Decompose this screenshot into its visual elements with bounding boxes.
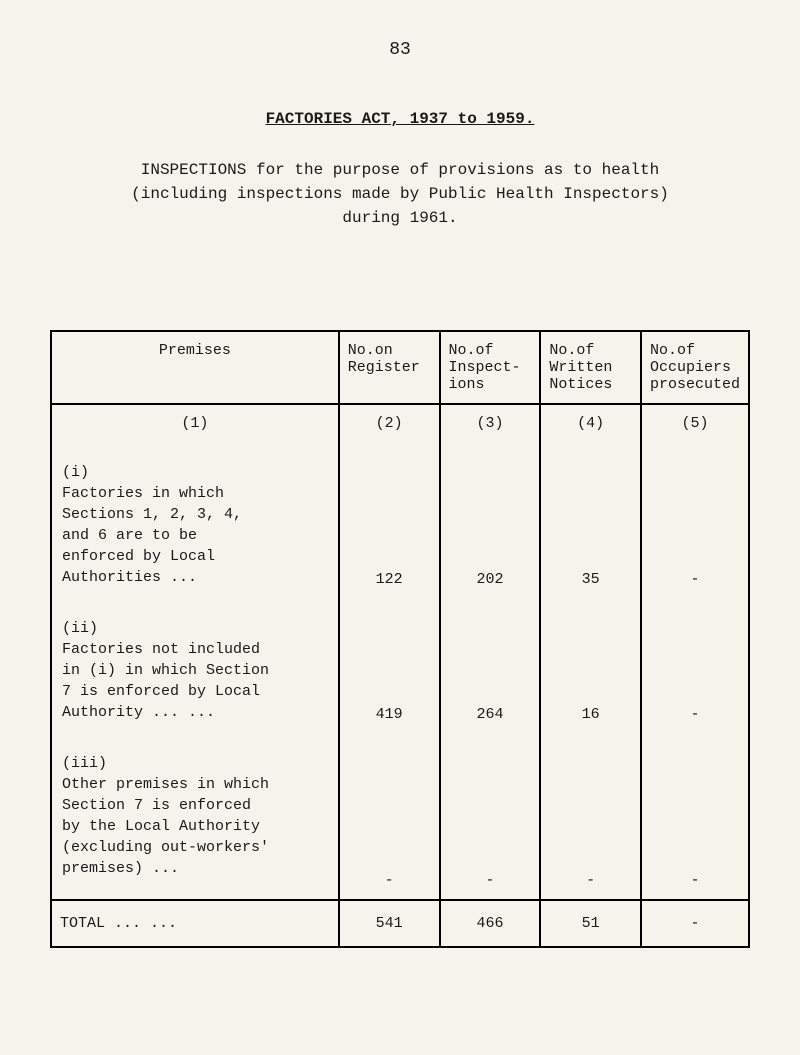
- value-notices: -: [540, 733, 641, 900]
- inspections-table: Premises No.on Register No.of Inspect-io…: [50, 330, 750, 948]
- row-marker: (ii): [62, 618, 112, 639]
- value-inspections: 264: [440, 598, 541, 733]
- row-text: Factories in which Sections 1, 2, 3, 4, …: [62, 483, 275, 588]
- table-header-row: Premises No.on Register No.of Inspect-io…: [51, 331, 749, 404]
- total-prosecuted: -: [641, 900, 749, 947]
- premises-cell: (iii) Other premises in which Section 7 …: [51, 733, 339, 900]
- row-marker: (iii): [62, 753, 112, 774]
- document-page: 83 FACTORIES ACT, 1937 to 1959. INSPECTI…: [0, 0, 800, 988]
- document-title: FACTORIES ACT, 1937 to 1959.: [50, 110, 750, 128]
- total-row: TOTAL ... ... 541 466 51 -: [51, 900, 749, 947]
- col-num-5: (5): [641, 404, 749, 452]
- header-prosecuted: No.of Occupiers prosecuted: [641, 331, 749, 404]
- subtitle-line-3: during 1961.: [342, 209, 457, 227]
- value-prosecuted: -: [641, 733, 749, 900]
- column-number-row: (1) (2) (3) (4) (5): [51, 404, 749, 452]
- total-notices: 51: [540, 900, 641, 947]
- value-prosecuted: -: [641, 452, 749, 598]
- premises-cell: (ii) Factories not included in (i) in wh…: [51, 598, 339, 733]
- row-text: Other premises in which Section 7 is enf…: [62, 774, 275, 879]
- subtitle-line-2: (including inspections made by Public He…: [131, 185, 669, 203]
- table-row: (i) Factories in which Sections 1, 2, 3,…: [51, 452, 749, 598]
- total-label: TOTAL ... ...: [51, 900, 339, 947]
- col-num-2: (2): [339, 404, 440, 452]
- header-inspections: No.of Inspect-ions: [440, 331, 541, 404]
- page-number: 83: [50, 40, 750, 60]
- document-subtitle: INSPECTIONS for the purpose of provision…: [50, 158, 750, 230]
- value-notices: 35: [540, 452, 641, 598]
- value-register: -: [339, 733, 440, 900]
- value-inspections: -: [440, 733, 541, 900]
- value-notices: 16: [540, 598, 641, 733]
- col-num-3: (3): [440, 404, 541, 452]
- total-register: 541: [339, 900, 440, 947]
- header-notices: No.of Written Notices: [540, 331, 641, 404]
- col-num-1: (1): [51, 404, 339, 452]
- table-row: (iii) Other premises in which Section 7 …: [51, 733, 749, 900]
- row-text: Factories not included in (i) in which S…: [62, 639, 275, 723]
- row-marker: (i): [62, 462, 112, 483]
- total-inspections: 466: [440, 900, 541, 947]
- value-register: 122: [339, 452, 440, 598]
- table-row: (ii) Factories not included in (i) in wh…: [51, 598, 749, 733]
- subtitle-line-1: INSPECTIONS for the purpose of provision…: [141, 161, 659, 179]
- premises-cell: (i) Factories in which Sections 1, 2, 3,…: [51, 452, 339, 598]
- col-num-4: (4): [540, 404, 641, 452]
- value-register: 419: [339, 598, 440, 733]
- value-inspections: 202: [440, 452, 541, 598]
- header-premises: Premises: [51, 331, 339, 404]
- header-register: No.on Register: [339, 331, 440, 404]
- value-prosecuted: -: [641, 598, 749, 733]
